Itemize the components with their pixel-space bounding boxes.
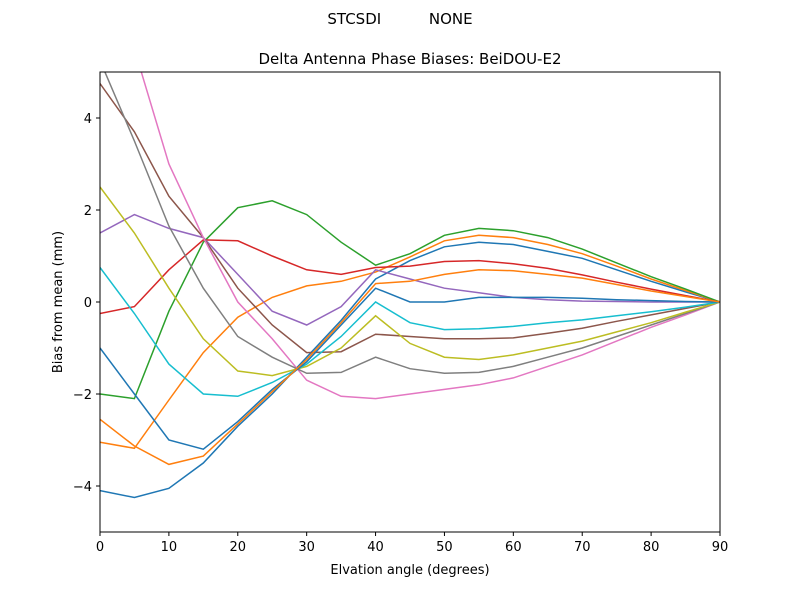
x-tick-label: 50 — [436, 540, 453, 555]
series-line-9 — [100, 267, 720, 398]
y-tick-label: 0 — [84, 296, 92, 311]
series-line-11 — [100, 269, 720, 466]
x-tick-label: 80 — [643, 540, 660, 555]
y-tick-label: −4 — [73, 480, 92, 495]
series-line-2 — [100, 200, 720, 400]
series-line-8 — [100, 186, 720, 377]
y-tick-label: −2 — [73, 388, 92, 403]
y-axis-label: Bias from mean (mm) — [51, 231, 66, 373]
series-line-6 — [140, 72, 720, 400]
series-line-7 — [104, 72, 720, 375]
x-tick-label: 90 — [712, 540, 729, 555]
y-tick-label: 4 — [84, 112, 92, 127]
x-axis-label: Elvation angle (degrees) — [330, 563, 489, 578]
x-tick-label: 20 — [230, 540, 247, 555]
x-tick-label: 70 — [574, 540, 591, 555]
x-tick-label: 30 — [298, 540, 315, 555]
x-tick-label: 0 — [96, 540, 104, 555]
x-tick-label: 60 — [505, 540, 522, 555]
x-tick-label: 40 — [367, 540, 384, 555]
chart-title: Delta Antenna Phase Biases: BeiDOU-E2 — [259, 50, 562, 68]
series-line-3 — [100, 239, 720, 315]
x-axis: 0 10 20 30 40 50 60 70 80 90 — [96, 532, 728, 555]
series-line-1 — [100, 234, 720, 450]
suptitle: STCSDI NONE — [327, 10, 472, 28]
y-axis: −4 −2 0 2 4 — [73, 112, 100, 495]
x-tick-label: 10 — [161, 540, 178, 555]
series-group — [100, 72, 720, 499]
series-line-0 — [100, 241, 720, 499]
series-line-5 — [100, 83, 720, 354]
series-line-10 — [100, 287, 720, 451]
y-tick-label: 2 — [84, 204, 92, 219]
